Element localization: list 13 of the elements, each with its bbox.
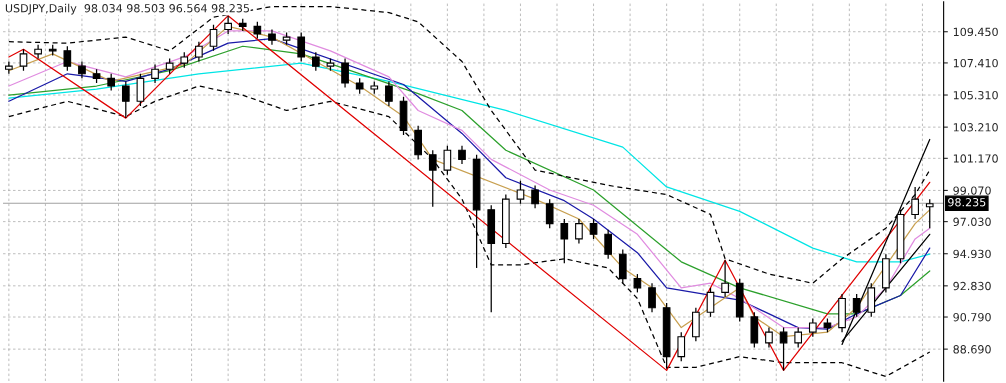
y-tick-label: 97.030 xyxy=(953,217,991,226)
ref-line-label: 98.235 xyxy=(948,198,986,207)
y-tick-label: 105.310 xyxy=(953,91,998,100)
y-tick-label: 88.690 xyxy=(953,345,991,354)
y-tick-label: 107.410 xyxy=(953,58,998,68)
y-tick-label: 94.930 xyxy=(953,249,991,259)
y-tick-label: 109.450 xyxy=(953,27,998,37)
y-tick-label: 90.790 xyxy=(953,313,991,322)
y-tick-label: 99.070 xyxy=(953,186,991,195)
chart-title: USDJPY,Daily 98.034 98.503 96.564 98.235 xyxy=(5,3,249,15)
y-tick-label: 101.170 xyxy=(953,154,998,163)
y-tick-label: 92.830 xyxy=(953,281,991,291)
y-tick-label: 103.210 xyxy=(953,123,998,132)
